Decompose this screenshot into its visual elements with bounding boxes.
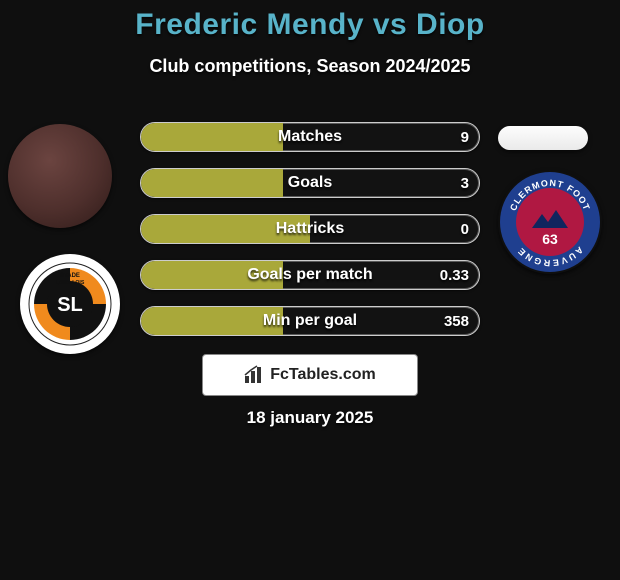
stat-row: Goals3 bbox=[140, 168, 480, 198]
subtitle: Club competitions, Season 2024/2025 bbox=[0, 56, 620, 77]
page-title: Frederic Mendy vs Diop bbox=[0, 0, 620, 42]
svg-text:SL: SL bbox=[57, 294, 83, 316]
stat-label: Goals bbox=[141, 169, 479, 197]
player-left-photo bbox=[8, 124, 112, 228]
clermont-icon: CLERMONT FOOT AUVERGNE 63 bbox=[498, 170, 602, 274]
svg-text:STADE: STADE bbox=[60, 273, 80, 279]
svg-text:LAVALLOIS: LAVALLOIS bbox=[56, 280, 85, 286]
stat-row: Matches9 bbox=[140, 122, 480, 152]
svg-text:63: 63 bbox=[542, 231, 558, 247]
stats-table: Matches9Goals3Hattricks0Goals per match0… bbox=[140, 122, 480, 352]
stat-label: Matches bbox=[141, 123, 479, 151]
stat-value-right: 3 bbox=[461, 169, 469, 197]
stat-row: Goals per match0.33 bbox=[140, 260, 480, 290]
stat-value-right: 0 bbox=[461, 215, 469, 243]
stat-value-right: 358 bbox=[444, 307, 469, 335]
club-badge-right: CLERMONT FOOT AUVERGNE 63 bbox=[498, 170, 602, 274]
club-badge-left: SL STADE LAVALLOIS bbox=[20, 254, 120, 354]
stat-value-right: 0.33 bbox=[440, 261, 469, 289]
stat-row: Min per goal358 bbox=[140, 306, 480, 336]
stat-value-right: 9 bbox=[461, 123, 469, 151]
stat-label: Min per goal bbox=[141, 307, 479, 335]
branding-text: FcTables.com bbox=[270, 366, 376, 384]
bar-chart-icon bbox=[244, 365, 264, 385]
branding-badge: FcTables.com bbox=[202, 354, 418, 396]
stat-row: Hattricks0 bbox=[140, 214, 480, 244]
lavallois-icon: SL STADE LAVALLOIS bbox=[28, 262, 112, 346]
snapshot-date: 18 january 2025 bbox=[0, 408, 620, 428]
player-right-photo bbox=[498, 126, 588, 150]
stat-label: Goals per match bbox=[141, 261, 479, 289]
stat-label: Hattricks bbox=[141, 215, 479, 243]
